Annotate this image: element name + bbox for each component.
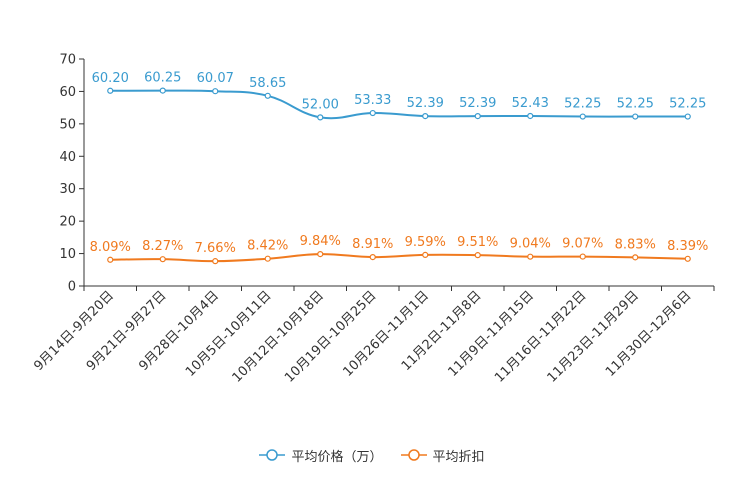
legend-price-label: 平均价格（万）: [291, 449, 383, 465]
legend-discount-marker-icon: [400, 449, 427, 461]
data-point: [422, 113, 429, 120]
data-point: [579, 113, 586, 120]
data-label: 8.09%: [90, 240, 131, 255]
legend-discount-label: 平均折扣: [432, 449, 485, 465]
data-point: [317, 250, 324, 258]
data-label: 9.04%: [510, 237, 551, 252]
data-label: 52.25: [617, 97, 654, 112]
data-label: 7.66%: [195, 241, 236, 256]
data-label: 60.25: [144, 71, 181, 86]
legend-item-discount[interactable]: 平均折扣: [400, 446, 485, 465]
data-point: [107, 256, 114, 263]
data-label: 9.51%: [457, 235, 498, 250]
data-point: [474, 252, 481, 259]
data-label: 60.20: [92, 71, 129, 86]
legend: 平均价格（万） 平均折扣: [0, 444, 744, 466]
legend-price-marker-icon: [259, 449, 286, 461]
data-label: 8.42%: [247, 239, 288, 254]
data-label: 8.39%: [667, 239, 708, 254]
x-tick-label: 11月16日-11月22日: [492, 288, 589, 385]
series-line-0: [110, 89, 688, 120]
x-tick-label: 11月23日-11月29日: [545, 288, 642, 385]
y-tick-label: 0: [68, 280, 76, 295]
data-point: [317, 114, 324, 121]
data-point: [369, 109, 376, 117]
data-point: [527, 253, 534, 260]
x-tick-label: 10月19日-10月25日: [282, 288, 379, 385]
data-point: [527, 112, 534, 120]
data-label: 52.39: [459, 96, 496, 111]
data-point: [684, 255, 691, 262]
data-point: [107, 87, 114, 94]
y-tick-label: 30: [59, 182, 76, 197]
data-label: 52.43: [512, 96, 549, 111]
data-label: 9.84%: [300, 234, 341, 249]
data-label: 60.07: [197, 71, 234, 86]
data-point: [212, 88, 219, 95]
data-point: [264, 92, 271, 99]
data-point: [369, 254, 376, 261]
data-label: 52.00: [302, 97, 339, 112]
data-point: [684, 113, 691, 120]
data-point: [474, 113, 481, 120]
series-line-1: [110, 253, 688, 263]
y-tick-label: 60: [59, 85, 76, 100]
y-tick-label: 10: [59, 247, 76, 262]
data-point: [159, 256, 166, 263]
data-point: [422, 251, 429, 259]
data-point: [632, 254, 639, 261]
data-label: 8.91%: [352, 237, 393, 252]
data-label: 8.83%: [615, 237, 656, 252]
data-label: 9.59%: [405, 235, 446, 250]
y-tick-label: 20: [59, 215, 76, 230]
y-tick-label: 50: [59, 117, 76, 132]
data-point: [579, 253, 586, 260]
data-point: [212, 258, 219, 265]
data-label: 52.25: [564, 97, 601, 112]
x-tick-label: 10月12日-10月18日: [230, 288, 327, 385]
legend-item-price[interactable]: 平均价格（万）: [259, 446, 383, 465]
data-point: [159, 87, 166, 94]
data-label: 58.65: [249, 76, 286, 91]
data-label: 52.39: [407, 96, 444, 111]
y-tick-label: 70: [59, 53, 76, 68]
data-point: [264, 255, 271, 262]
y-tick-label: 40: [59, 150, 76, 165]
data-label: 53.33: [354, 93, 391, 108]
data-label: 9.07%: [562, 237, 603, 252]
data-label: 8.27%: [142, 239, 183, 254]
data-point: [632, 113, 639, 120]
data-label: 52.25: [669, 97, 706, 112]
line-chart: 0102030405060709月14日-9月20日9月21日-9月27日9月2…: [31, 53, 715, 386]
